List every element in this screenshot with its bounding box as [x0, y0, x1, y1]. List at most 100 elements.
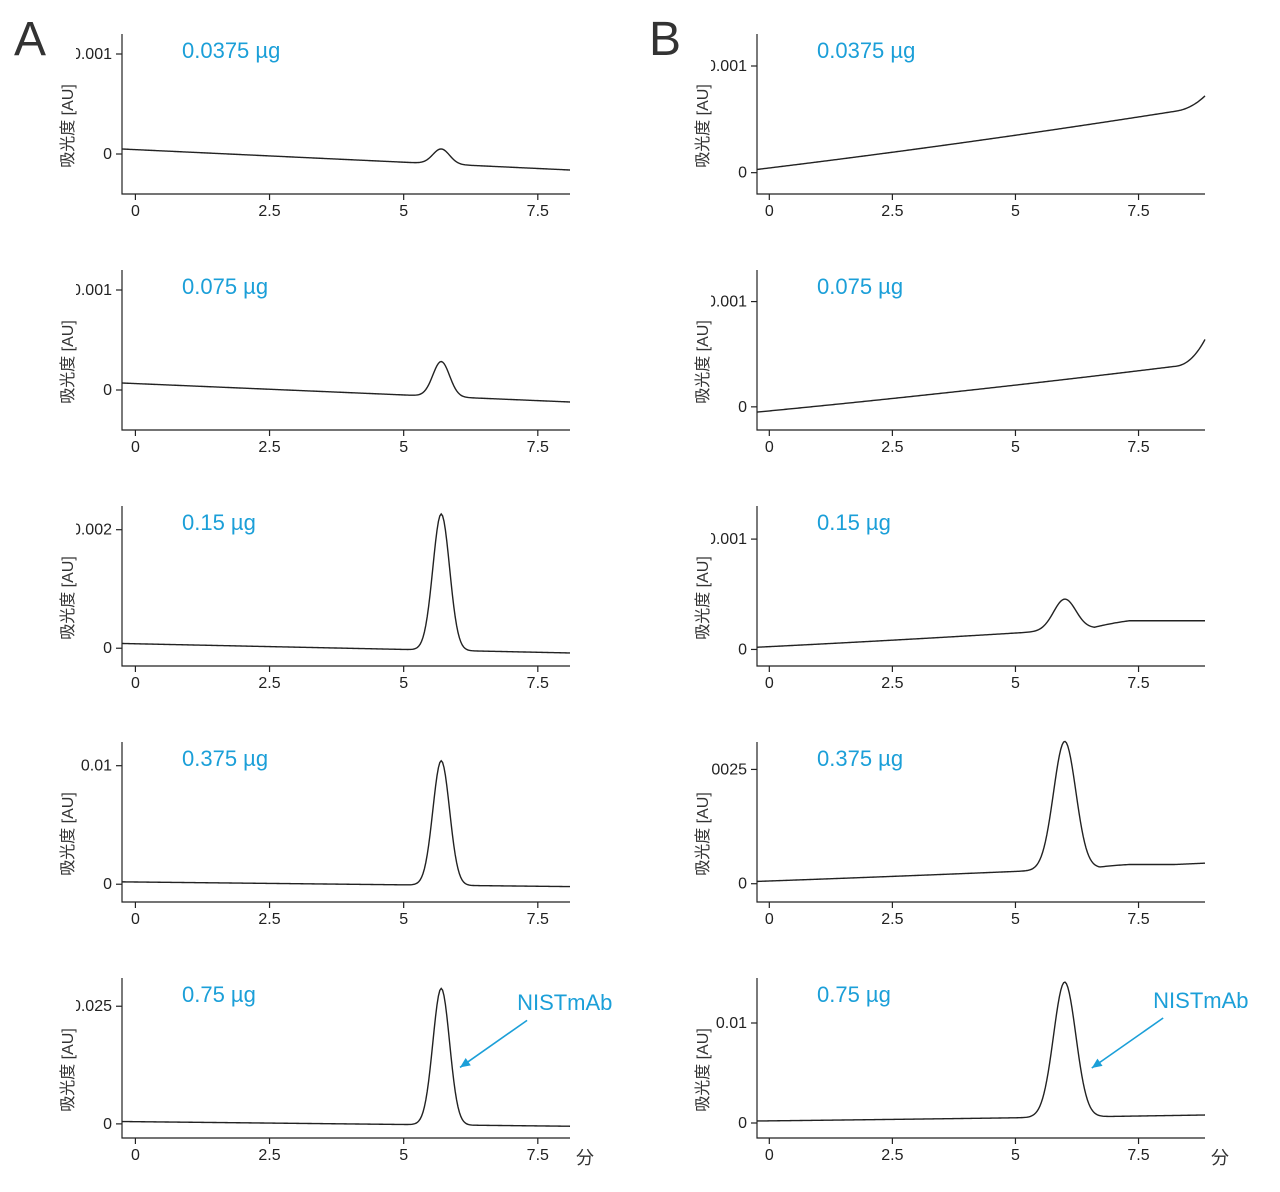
y-axis-label: 吸光度 [AU] — [54, 1028, 78, 1112]
annotation-arrowhead — [1092, 1059, 1103, 1068]
concentration-label: 0.375 µg — [182, 746, 268, 772]
x-tick-label: 7.5 — [527, 675, 549, 692]
y-tick-label: 0.01 — [716, 1015, 747, 1032]
chromatogram-plot: 02.557.500.001 — [711, 498, 1211, 698]
x-tick-label: 0 — [765, 675, 774, 692]
x-tick-label: 5 — [399, 675, 408, 692]
plot-wrapper: 吸光度 [AU]0.375 µg02.557.500.0025 — [711, 734, 1250, 934]
y-tick-label: 0.025 — [76, 998, 112, 1015]
chromatogram-trace — [122, 362, 570, 402]
concentration-label: 0.15 µg — [817, 510, 891, 536]
plot-wrapper: 吸光度 [AU]0.375 µg02.557.500.01 — [76, 734, 615, 934]
x-tick-label: 7.5 — [527, 1147, 549, 1164]
x-tick-label: 0 — [765, 203, 774, 220]
x-tick-label: 0 — [131, 203, 140, 220]
x-tick-label: 2.5 — [258, 675, 280, 692]
x-tick-label: 2.5 — [881, 1147, 903, 1164]
chromatogram-plot: 02.557.500.001 — [76, 262, 576, 462]
chromatogram-plot: 02.557.500.001 — [711, 262, 1211, 462]
chromatogram-plot: 02.557.500.001 — [76, 26, 576, 226]
chromatogram-plot: 02.557.500.0025 — [711, 734, 1211, 934]
chromatogram-trace — [757, 599, 1205, 647]
x-tick-label: 2.5 — [258, 203, 280, 220]
x-tick-label: 5 — [1011, 439, 1020, 456]
x-tick-label: 5 — [399, 911, 408, 928]
y-tick-label: 0.002 — [76, 522, 112, 539]
y-axis-label: 吸光度 [AU] — [689, 1028, 713, 1112]
panel-letter: A — [14, 12, 46, 67]
x-tick-label: 0 — [131, 1147, 140, 1164]
y-axis-label: 吸光度 [AU] — [689, 320, 713, 404]
y-tick-label: 0 — [738, 1115, 747, 1132]
x-tick-label: 2.5 — [881, 439, 903, 456]
panel-letter: B — [649, 12, 681, 67]
x-tick-label: 0 — [131, 911, 140, 928]
column-A: A吸光度 [AU]0.0375 µg02.557.500.001吸光度 [AU]… — [20, 18, 615, 1170]
annotation-arrowhead — [460, 1058, 471, 1067]
plot-wrapper: 吸光度 [AU]0.0375 µg02.557.500.001 — [711, 26, 1250, 226]
x-tick-label: 5 — [1011, 1147, 1020, 1164]
column-B: B吸光度 [AU]0.0375 µg02.557.500.001吸光度 [AU]… — [655, 18, 1250, 1170]
peak-annotation-label: NISTmAb — [1153, 988, 1248, 1014]
y-tick-label: 0 — [103, 146, 112, 163]
chromatogram-plot: 02.557.500.002 — [76, 498, 576, 698]
y-tick-label: 0 — [738, 876, 747, 893]
plot-wrapper: 吸光度 [AU]0.15 µg02.557.500.001 — [711, 498, 1250, 698]
x-tick-label: 0 — [765, 911, 774, 928]
chromatogram-trace — [122, 149, 570, 170]
x-tick-label: 7.5 — [1127, 439, 1149, 456]
y-tick-label: 0.001 — [711, 531, 747, 548]
y-tick-label: 0 — [738, 165, 747, 182]
concentration-label: 0.0375 µg — [182, 38, 280, 64]
plot-wrapper: 吸光度 [AU]0.15 µg02.557.500.002 — [76, 498, 615, 698]
x-axis-label: 分 — [576, 1144, 594, 1170]
annotation-arrow — [1092, 1018, 1163, 1068]
x-tick-label: 7.5 — [1127, 675, 1149, 692]
y-tick-label: 0.01 — [81, 758, 112, 775]
plot-wrapper: 吸光度 [AU]0.075 µg02.557.500.001 — [711, 262, 1250, 462]
x-tick-label: 5 — [1011, 911, 1020, 928]
y-tick-label: 0 — [103, 876, 112, 893]
x-tick-label: 7.5 — [1127, 1147, 1149, 1164]
x-tick-label: 0 — [765, 439, 774, 456]
y-tick-label: 0.0025 — [711, 761, 747, 778]
chromatogram-plot: 02.557.500.01 — [711, 970, 1211, 1170]
chromatogram-plot: 02.557.500.025 — [76, 970, 576, 1170]
chromatogram-trace — [122, 988, 570, 1126]
x-tick-label: 5 — [1011, 675, 1020, 692]
y-axis-label: 吸光度 [AU] — [689, 84, 713, 168]
x-tick-label: 7.5 — [1127, 911, 1149, 928]
concentration-label: 0.375 µg — [817, 746, 903, 772]
x-tick-label: 5 — [399, 439, 408, 456]
annotation-arrow — [460, 1020, 527, 1067]
plot-wrapper: 吸光度 [AU]0.75 µg02.557.500.01NISTmAb分 — [711, 970, 1250, 1170]
y-axis-label: 吸光度 [AU] — [689, 792, 713, 876]
y-tick-label: 0 — [103, 640, 112, 657]
peak-annotation-label: NISTmAb — [517, 990, 612, 1016]
x-tick-label: 2.5 — [258, 911, 280, 928]
y-tick-label: 0.001 — [711, 294, 747, 311]
y-tick-label: 0 — [103, 382, 112, 399]
concentration-label: 0.075 µg — [817, 274, 903, 300]
concentration-label: 0.75 µg — [817, 982, 891, 1008]
x-tick-label: 7.5 — [1127, 203, 1149, 220]
concentration-label: 0.0375 µg — [817, 38, 915, 64]
plot-wrapper: 吸光度 [AU]0.075 µg02.557.500.001 — [76, 262, 615, 462]
plot-wrapper: 吸光度 [AU]0.0375 µg02.557.500.001 — [76, 26, 615, 226]
y-axis-label: 吸光度 [AU] — [54, 792, 78, 876]
x-tick-label: 7.5 — [527, 911, 549, 928]
x-tick-label: 2.5 — [258, 439, 280, 456]
x-tick-label: 7.5 — [527, 203, 549, 220]
chromatogram-plot: 02.557.500.001 — [711, 26, 1211, 226]
concentration-label: 0.075 µg — [182, 274, 268, 300]
y-axis-label: 吸光度 [AU] — [54, 320, 78, 404]
x-tick-label: 2.5 — [881, 675, 903, 692]
y-tick-label: 0.001 — [711, 58, 747, 75]
y-axis-label: 吸光度 [AU] — [54, 84, 78, 168]
x-tick-label: 5 — [399, 1147, 408, 1164]
chromatogram-trace — [757, 96, 1205, 170]
chromatogram-plot: 0 2.5 5 7.5 0 0.01 — [76, 734, 576, 934]
y-tick-label: 0 — [103, 1116, 112, 1133]
y-axis-label: 吸光度 [AU] — [54, 556, 78, 640]
plot-wrapper: 吸光度 [AU]0.75 µg02.557.500.025NISTmAb分 — [76, 970, 615, 1170]
